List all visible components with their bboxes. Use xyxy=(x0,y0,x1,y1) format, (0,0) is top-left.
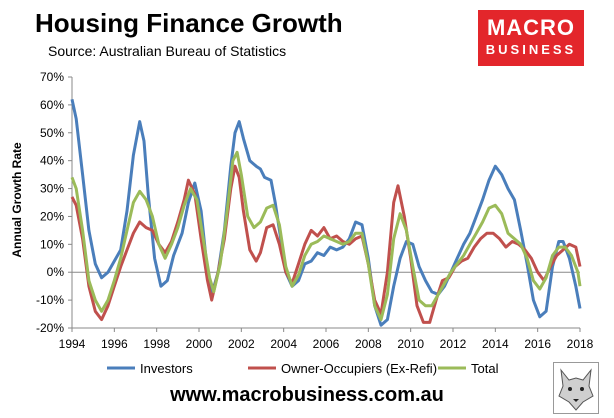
y-tick-label: -20% xyxy=(36,321,64,335)
logo-line-1: MACRO xyxy=(486,15,576,40)
y-tick-label: 50% xyxy=(40,126,64,140)
website-url: www.macrobusiness.com.au xyxy=(170,384,444,406)
x-tick-label: 2008 xyxy=(355,337,382,351)
series-line-total xyxy=(70,150,582,322)
x-axis: 1994 1996 1998 2000 2002 2004 2006 2008 2010 2012… xyxy=(59,328,594,351)
x-tick-label: 2016 xyxy=(524,337,551,351)
y-tick-label: 10% xyxy=(40,237,64,251)
chart-source: Source: Australian Bureau of Statistics xyxy=(48,43,287,59)
y-tick-label: 30% xyxy=(40,182,64,196)
y-tick-label: 0% xyxy=(47,265,65,279)
y-axis: -20% -10% 0% 10% 20% 30% 40% 50% 60% 70% xyxy=(36,70,72,335)
legend-label: Owner-Occupiers (Ex-Refi) xyxy=(281,361,437,376)
y-tick-label: 60% xyxy=(40,98,64,112)
y-tick-label: 70% xyxy=(40,70,64,84)
line-chart: -20% -10% 0% 10% 20% 30% 40% 50% 60% 70% 1994 1996… xyxy=(10,70,594,376)
x-tick-label: 2002 xyxy=(228,337,255,351)
y-axis-label: Annual Growth Rate xyxy=(10,142,24,258)
legend-label: Investors xyxy=(140,361,193,376)
macrobusiness-logo: MACRO BUSINESS xyxy=(478,10,584,66)
x-tick-label: 1996 xyxy=(101,337,128,351)
x-tick-label: 2010 xyxy=(397,337,424,351)
y-tick-label: -10% xyxy=(36,293,64,307)
page-title: Housing Finance Growth xyxy=(35,8,343,38)
wolf-logo-icon xyxy=(553,362,599,414)
legend: Investors Owner-Occupiers (Ex-Refi) Total xyxy=(107,361,499,376)
x-tick-label: 2000 xyxy=(186,337,213,351)
legend-label: Total xyxy=(471,361,499,376)
x-tick-label: 2012 xyxy=(440,337,467,351)
x-tick-label: 2006 xyxy=(313,337,340,351)
x-tick-label: 2014 xyxy=(482,337,509,351)
series-line-investors xyxy=(70,98,582,327)
x-tick-label: 2004 xyxy=(270,337,297,351)
series-lines xyxy=(70,98,582,327)
x-tick-label: 1998 xyxy=(143,337,170,351)
x-tick-label: 2018 xyxy=(567,337,594,351)
y-tick-label: 20% xyxy=(40,209,64,223)
x-tick-label: 1994 xyxy=(59,337,86,351)
logo-line-2: BUSINESS xyxy=(485,42,577,57)
y-tick-label: 40% xyxy=(40,154,64,168)
